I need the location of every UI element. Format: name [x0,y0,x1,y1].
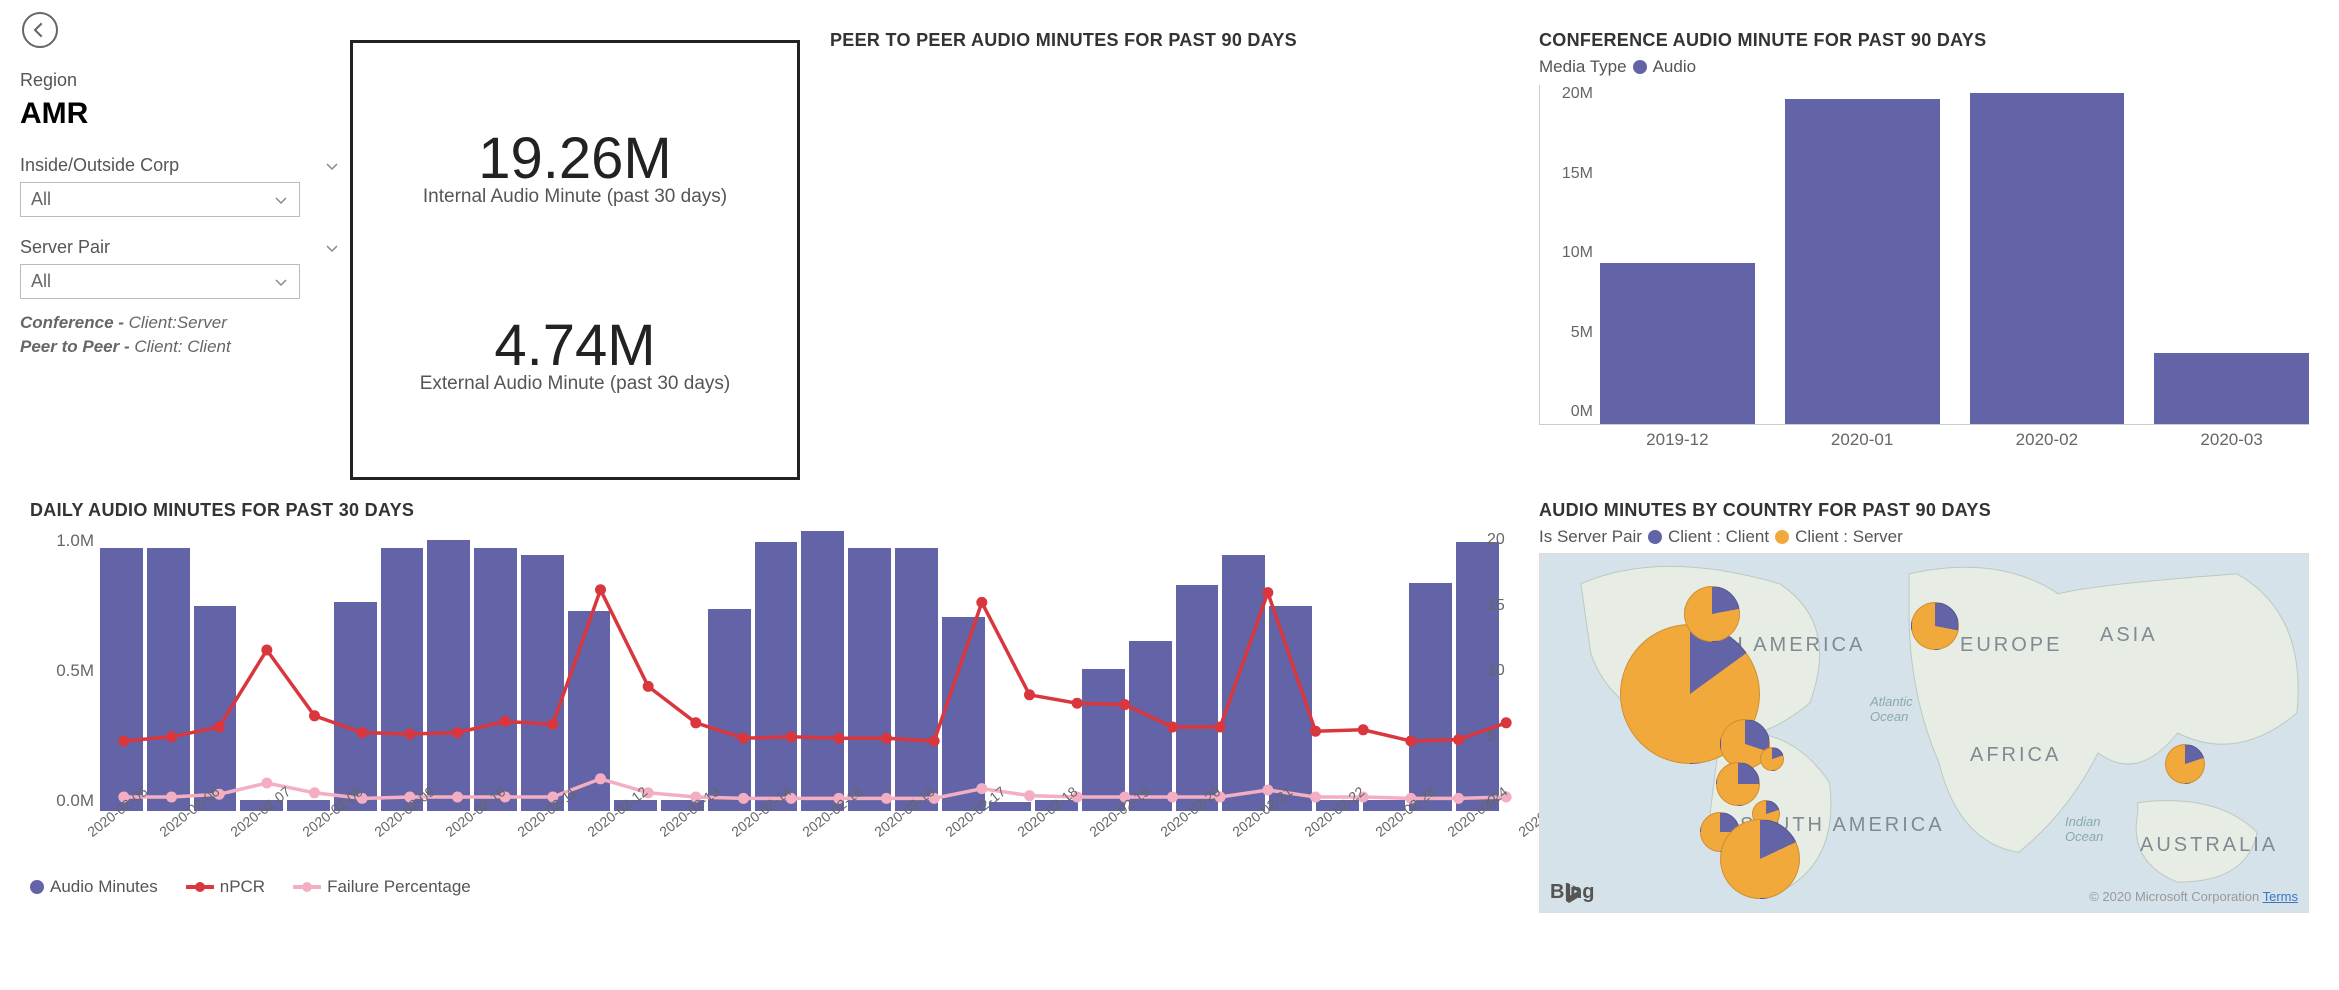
kpi-card: 19.26M Internal Audio Minute (past 30 da… [350,40,800,480]
map-legend: Is Server Pair Client : Client Client : … [1539,527,2309,547]
continent-label: AFRICA [1970,744,2061,767]
server-pair-filter-header[interactable]: Server Pair [20,231,340,264]
daily-bar[interactable] [848,548,891,811]
daily-bar[interactable] [708,609,751,811]
daily-bar[interactable] [474,548,517,811]
ocean-label: IndianOcean [2065,814,2103,844]
country-pie[interactable] [1720,819,1800,899]
p2p-note: Peer to Peer - Client: Client [20,337,340,357]
conference-note: Conference - Client:Server [20,313,340,333]
inside-outside-select[interactable]: All [20,182,300,217]
country-pie[interactable] [1911,602,1959,650]
daily-bar[interactable] [895,548,938,811]
p2p-title: PEER TO PEER AUDIO MINUTES FOR PAST 90 D… [830,30,1509,51]
conference-title: CONFERENCE AUDIO MINUTE FOR PAST 90 DAYS [1539,30,2309,51]
daily-chart[interactable]: DAILY AUDIO MINUTES FOR PAST 30 DAYS 1.0… [20,500,1519,990]
daily-bar[interactable] [1409,583,1452,811]
daily-x-axis: 2020-02-052020-02-062020-02-072020-02-08… [100,815,1499,871]
chevron-down-icon [324,158,340,174]
daily-bar[interactable] [1082,669,1125,811]
daily-bar[interactable] [1176,585,1219,811]
daily-bar[interactable] [100,548,143,811]
map-chart[interactable]: AUDIO MINUTES BY COUNTRY FOR PAST 90 DAY… [1529,500,2319,990]
legend-npcr-icon [186,885,214,889]
map-copyright: © 2020 Microsoft Corporation Terms [2089,889,2298,904]
daily-bar[interactable] [568,611,611,811]
map-canvas[interactable]: Bing © 2020 Microsoft Corporation Terms … [1539,553,2309,913]
country-pie[interactable] [1684,586,1740,642]
external-audio-value: 4.74M [420,312,731,379]
ocean-label: AtlanticOcean [1870,694,1913,724]
conference-bar[interactable] [1970,93,2125,424]
daily-bar[interactable] [1269,606,1312,811]
external-audio-label: External Audio Minute (past 30 days) [420,373,731,395]
daily-bar[interactable] [801,531,844,811]
legend-failure-icon [293,885,321,889]
daily-bar[interactable] [147,548,190,811]
daily-bar[interactable] [194,606,237,811]
daily-y-axis: 1.0M0.5M0.0M [30,531,94,811]
daily-bar[interactable] [1129,641,1172,811]
region-label: Region [20,70,340,91]
server-pair-label: Server Pair [20,237,110,258]
inside-outside-label: Inside/Outside Corp [20,155,179,176]
daily-legend: Audio Minutes nPCR Failure Percentage [30,877,1509,897]
conference-chart[interactable]: CONFERENCE AUDIO MINUTE FOR PAST 90 DAYS… [1529,10,2319,490]
continent-label: ASIA [2100,624,2158,647]
daily-title: DAILY AUDIO MINUTES FOR PAST 30 DAYS [30,500,1509,521]
back-button[interactable] [22,12,58,48]
conference-bars: 2019-122020-012020-022020-03 [1539,85,2309,425]
chevron-down-icon [324,240,340,256]
bing-icon [1550,881,1594,904]
bing-logo: Bing [1550,881,1594,904]
legend-audio-icon [30,880,44,894]
daily-bar[interactable] [1222,555,1265,811]
internal-audio-label: Internal Audio Minute (past 30 days) [423,186,727,208]
daily-bar[interactable] [427,540,470,811]
filters-panel: Region AMR Inside/Outside Corp All Serve… [20,10,340,490]
legend-client-server-icon [1775,530,1789,544]
conference-bar[interactable] [1600,263,1755,424]
daily-bars [100,531,1499,811]
conference-bar[interactable] [2154,353,2309,424]
daily-bar[interactable] [521,555,564,811]
region-value: AMR [20,97,340,131]
daily-y2-axis: 20151050 [1487,531,1519,811]
map-title: AUDIO MINUTES BY COUNTRY FOR PAST 90 DAY… [1539,500,2309,521]
country-pie[interactable] [2165,744,2205,784]
conference-bar[interactable] [1785,99,1940,424]
p2p-chart[interactable]: PEER TO PEER AUDIO MINUTES FOR PAST 90 D… [810,10,1519,490]
chevron-down-icon [273,192,289,208]
country-pie[interactable] [1760,747,1784,771]
internal-audio-value: 19.26M [423,125,727,192]
server-pair-select[interactable]: All [20,264,300,299]
inside-outside-filter-header[interactable]: Inside/Outside Corp [20,149,340,182]
daily-bar[interactable] [381,548,424,811]
legend-client-client-icon [1648,530,1662,544]
daily-bar[interactable] [755,542,798,811]
daily-bar[interactable] [334,602,377,811]
back-arrow-icon [30,20,50,40]
continent-label: AUSTRALIA [2140,834,2278,857]
continent-label: EUROPE [1960,634,2062,657]
country-pie[interactable] [1716,762,1760,806]
daily-bar[interactable] [942,617,985,811]
conference-legend: Media Type Audio [1539,57,2309,77]
chevron-down-icon [273,274,289,290]
legend-dot-audio [1633,60,1647,74]
terms-link[interactable]: Terms [2263,889,2298,904]
